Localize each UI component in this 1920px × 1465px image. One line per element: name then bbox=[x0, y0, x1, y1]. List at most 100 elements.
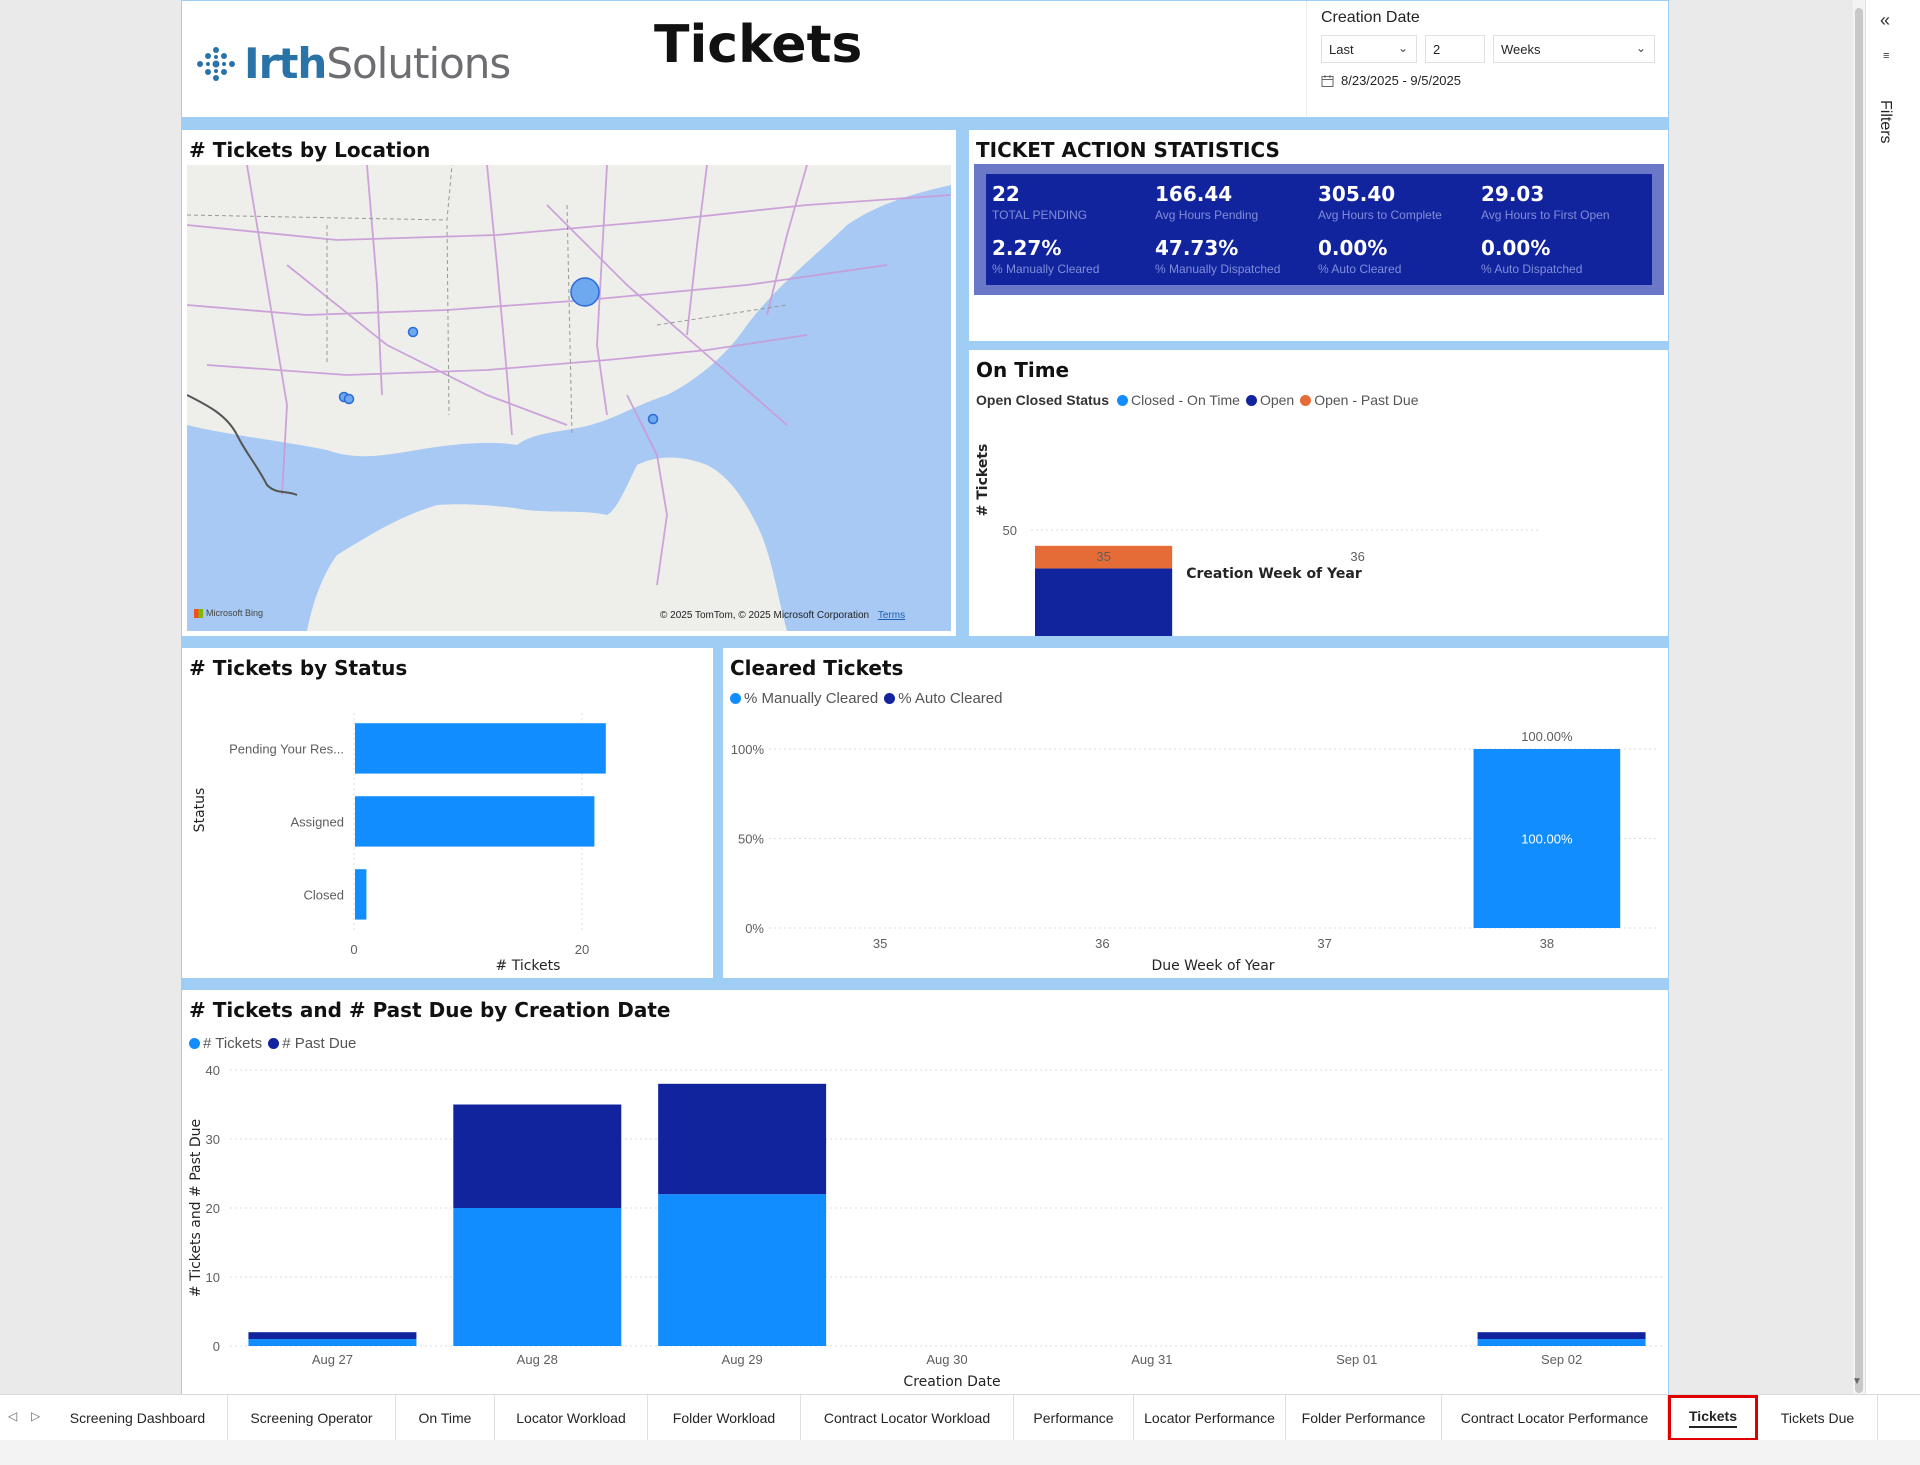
tab-label: Screening Dashboard bbox=[69, 1410, 206, 1426]
ontime-legend-item[interactable]: Closed - On Time bbox=[1117, 392, 1240, 408]
legend-label: # Past Due bbox=[282, 1035, 357, 1052]
x-tick-label: 35 bbox=[1096, 549, 1110, 564]
slicer-label: Creation Date bbox=[1321, 9, 1420, 26]
tab-screening-operator[interactable]: Screening Operator bbox=[228, 1395, 396, 1441]
unit-dropdown[interactable]: Weeks ⌄ bbox=[1493, 35, 1655, 63]
y-tick-label: Pending Your Res... bbox=[229, 741, 344, 756]
creation-bar-segment bbox=[453, 1208, 622, 1346]
creation-bar-segment bbox=[453, 1104, 622, 1208]
legend-label: Closed - On Time bbox=[1131, 392, 1240, 408]
ontime-bar-segment bbox=[1035, 545, 1173, 569]
y-tick-label: 30 bbox=[206, 1132, 220, 1147]
tab-label: Performance bbox=[1033, 1410, 1114, 1426]
cleared-bar-segment bbox=[1473, 749, 1621, 928]
expand-filters-icon[interactable]: « bbox=[1880, 10, 1891, 30]
tab-screening-dashboard[interactable]: Screening Dashboard bbox=[48, 1395, 228, 1441]
report-canvas: IrthSolutions Tickets Creation Date Last… bbox=[181, 0, 1669, 1394]
ontime-title: On Time bbox=[976, 358, 1070, 382]
y-axis-title: Status bbox=[192, 788, 208, 833]
creation-legend: # Tickets # Past Due bbox=[189, 1035, 362, 1052]
x-tick-label: Sep 01 bbox=[1336, 1352, 1377, 1367]
location-map[interactable] bbox=[187, 165, 951, 631]
tab-prev-icon[interactable]: ◁ bbox=[8, 1409, 18, 1423]
ontime-panel: On Time Open Closed Status Closed - On Ti… bbox=[969, 350, 1668, 636]
x-axis-title: Due Week of Year bbox=[1151, 958, 1274, 974]
tab-locator-performance[interactable]: Locator Performance bbox=[1134, 1395, 1286, 1441]
legend-dot bbox=[1117, 394, 1129, 406]
map-terms-link[interactable]: Terms bbox=[877, 610, 906, 621]
status-bar bbox=[355, 796, 595, 847]
tab-contract-locator-performance[interactable]: Contract Locator Performance bbox=[1442, 1395, 1668, 1441]
status-chart[interactable]: 0 20 Pending Your Res... Assigned Closed # Ti… bbox=[182, 648, 713, 978]
stat-manually-dispatched: 47.73%% Manually Dispatched bbox=[1155, 236, 1281, 276]
legend-label: % Manually Cleared bbox=[744, 690, 879, 707]
chevron-down-icon: ⌄ bbox=[1397, 41, 1408, 55]
y-tick-label: 20 bbox=[206, 1201, 220, 1216]
cleared-legend-item[interactable]: % Manually Cleared bbox=[730, 690, 878, 707]
bottom-strip bbox=[0, 1440, 1920, 1465]
creation-chart[interactable]: 0 10 20 30 40 Aug 27 Aug 28 Aug 29 Aug 30 Aug 31 S… bbox=[182, 990, 1668, 1394]
scroll-down-icon[interactable]: ▼ bbox=[1852, 1376, 1862, 1387]
y-tick-label: 50 bbox=[1003, 523, 1017, 538]
ontime-legend-item[interactable]: Open - Past Due bbox=[1300, 392, 1419, 408]
x-tick-label: 0 bbox=[350, 942, 357, 957]
ontime-chart[interactable]: 0503536Creation Week of Year# Tickets bbox=[969, 350, 1668, 636]
relative-dropdown[interactable]: Last ⌄ bbox=[1321, 35, 1417, 63]
x-axis-title: Creation Date bbox=[903, 1374, 1000, 1390]
creation-date-slicer: Creation Date Last ⌄ 2 Weeks ⌄ 8/23/2025 -… bbox=[1306, 1, 1668, 117]
stat-total-pending: 22 TOTAL PENDING bbox=[992, 182, 1088, 222]
cleared-chart[interactable]: 0% 50% 100% 35 36 37 100.00% 100.00% 38 Due Week … bbox=[723, 648, 1668, 978]
filters-label: Filters bbox=[1877, 100, 1894, 144]
cleared-panel: Cleared Tickets % Manually Cleared % Auto… bbox=[723, 648, 1668, 978]
tab-label: Tickets Due bbox=[1780, 1410, 1855, 1426]
status-bar bbox=[355, 869, 367, 920]
tab-locator-workload[interactable]: Locator Workload bbox=[495, 1395, 648, 1441]
legend-dot bbox=[189, 1038, 200, 1049]
irth-logo: IrthSolutions bbox=[194, 39, 511, 88]
legend-dot bbox=[268, 1038, 280, 1049]
status-title: # Tickets by Status bbox=[189, 656, 408, 680]
tab-tickets-due[interactable]: Tickets Due bbox=[1758, 1395, 1878, 1441]
chevron-down-icon: ⌄ bbox=[1635, 41, 1646, 55]
cleared-legend: % Manually Cleared % Auto Cleared bbox=[730, 690, 1008, 707]
tab-next-icon[interactable]: ▷ bbox=[31, 1409, 41, 1423]
map-bubble-houston-2[interactable] bbox=[343, 393, 355, 405]
stats-frame: 22 TOTAL PENDING 166.44 Avg Hours Pending … bbox=[974, 164, 1664, 295]
legend-dot bbox=[1300, 394, 1312, 406]
creation-legend-item[interactable]: # Tickets bbox=[189, 1035, 262, 1052]
tab-tickets[interactable]: Tickets bbox=[1668, 1395, 1758, 1441]
creation-legend-item[interactable]: # Past Due bbox=[268, 1035, 356, 1052]
legend-dot bbox=[1245, 394, 1257, 406]
canvas-scrollbar[interactable] bbox=[1853, 0, 1865, 1394]
x-tick-label: Sep 02 bbox=[1541, 1352, 1582, 1367]
filters-pane[interactable]: « ≡ Filters ▼ bbox=[1852, 0, 1920, 1394]
stat-avg-hours-pending: 166.44 Avg Hours Pending bbox=[1155, 182, 1259, 222]
tab-label: On Time bbox=[418, 1410, 472, 1426]
scrollbar-thumb[interactable] bbox=[1855, 8, 1863, 1393]
count-input[interactable]: 2 bbox=[1425, 35, 1485, 63]
tab-contract-locator-workload[interactable]: Contract Locator Workload bbox=[801, 1395, 1014, 1441]
cleared-legend-item[interactable]: % Auto Cleared bbox=[884, 690, 1002, 707]
map-bubble-orlando[interactable] bbox=[647, 413, 659, 425]
cleared-title: Cleared Tickets bbox=[730, 656, 904, 680]
stats-title: TICKET ACTION STATISTICS bbox=[976, 138, 1280, 162]
creation-bar-segment bbox=[248, 1339, 417, 1346]
x-tick-label: 36 bbox=[1095, 936, 1109, 951]
creation-bar-segment bbox=[1477, 1339, 1646, 1346]
tab-performance[interactable]: Performance bbox=[1014, 1395, 1134, 1441]
tab-folder-workload[interactable]: Folder Workload bbox=[648, 1395, 801, 1441]
ontime-legend: Open Closed Status Closed - On Time Open Op… bbox=[976, 392, 1425, 408]
stat-auto-cleared: 0.00%% Auto Cleared bbox=[1318, 236, 1402, 276]
ontime-legend-item[interactable]: Open bbox=[1245, 392, 1294, 408]
map-bubble-jackson[interactable] bbox=[407, 326, 419, 338]
creation-bar-segment bbox=[248, 1332, 417, 1340]
calendar-icon bbox=[1321, 74, 1334, 87]
x-tick-label: Aug 28 bbox=[517, 1352, 558, 1367]
map-copyright: © 2025 TomTom, © 2025 Microsoft Corporat… bbox=[660, 610, 906, 621]
map-bubble-atlanta[interactable] bbox=[570, 277, 600, 307]
y-tick-label: Assigned bbox=[291, 814, 344, 829]
tab-label: Tickets bbox=[1689, 1408, 1737, 1428]
tab-folder-performance[interactable]: Folder Performance bbox=[1286, 1395, 1442, 1441]
tab-on-time[interactable]: On Time bbox=[396, 1395, 495, 1441]
y-axis-title: # Tickets bbox=[975, 444, 991, 517]
